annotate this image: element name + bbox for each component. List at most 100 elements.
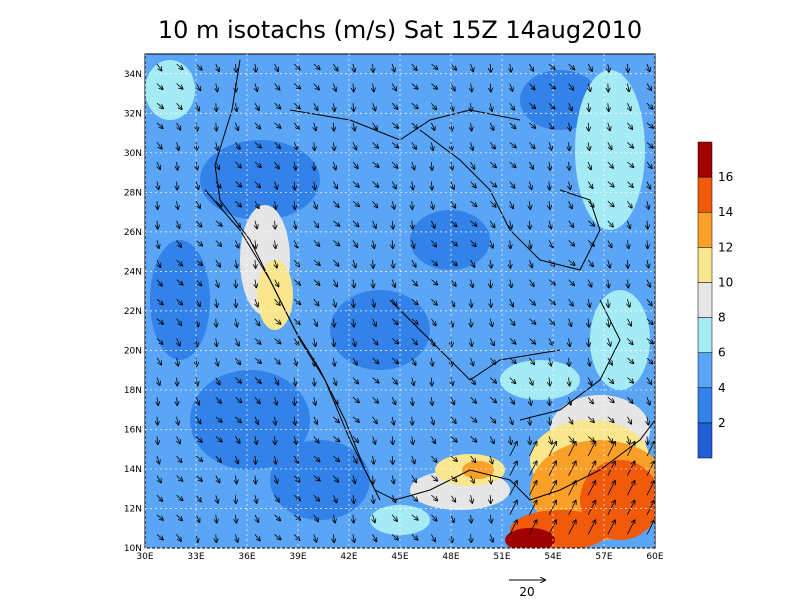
wind-vector (391, 142, 398, 147)
wind-vector (293, 455, 298, 463)
wind-vector (333, 495, 336, 502)
wind-vector (548, 298, 555, 304)
wind-vector (548, 122, 553, 130)
wind-vector (235, 338, 238, 345)
wind-vector (195, 200, 200, 208)
wind-vector (470, 181, 476, 188)
wind-vector (548, 520, 556, 535)
isotach-patch (145, 60, 195, 120)
wind-vector (509, 501, 517, 515)
wind-vector (607, 442, 615, 457)
wind-vector (333, 338, 334, 346)
wind-vector (293, 494, 300, 500)
wind-vector (333, 200, 338, 207)
wind-vector (353, 495, 354, 503)
wind-vector (568, 416, 573, 424)
wind-vector (587, 416, 594, 422)
wind-vector (607, 357, 612, 365)
wind-vector (490, 318, 492, 327)
wind-vector (392, 475, 394, 484)
wind-vector (353, 299, 354, 307)
wind-vector (529, 436, 530, 444)
wind-vector (293, 475, 299, 482)
wind-vector (274, 377, 279, 385)
wind-vector (588, 103, 589, 111)
wind-vector (627, 83, 629, 92)
colorbar-label: 8 (718, 311, 726, 325)
wind-vector (314, 397, 316, 405)
wind-vector (568, 520, 576, 535)
wind-vector (627, 181, 633, 188)
wind-vector (274, 83, 280, 90)
isotach-patch (270, 440, 370, 520)
wind-vector (510, 259, 511, 268)
wind-vector (392, 63, 394, 72)
wind-vector (490, 495, 491, 503)
wind-vector (274, 102, 281, 108)
wind-vector (353, 514, 354, 523)
wind-vector (627, 377, 633, 383)
wind-vector (235, 181, 241, 187)
map-title: 10 m isotachs (m/s) Sat 15Z 14aug2010 (158, 16, 642, 44)
wind-vector (195, 455, 202, 461)
colorbar-label: 6 (718, 346, 726, 360)
wind-vector (391, 534, 398, 539)
wind-vector (431, 455, 436, 462)
wind-vectors (157, 63, 654, 542)
wind-vector (549, 161, 550, 170)
wind-vector (450, 436, 457, 441)
wind-vector (568, 83, 574, 90)
wind-vector (646, 83, 651, 91)
wind-vector (352, 436, 358, 442)
wind-vector (549, 357, 551, 366)
wind-vector (215, 200, 222, 206)
wind-vector (568, 63, 575, 69)
wind-vector (627, 461, 634, 476)
wind-vector (353, 279, 354, 288)
wind-vector (372, 200, 378, 207)
wind-vector (647, 220, 648, 229)
wind-vector (352, 161, 358, 168)
wind-vector (569, 377, 570, 386)
lon-label: 45E (391, 552, 408, 562)
wind-vector (431, 279, 437, 285)
wind-vector (489, 161, 496, 167)
wind-vector (255, 299, 258, 306)
wind-vector (176, 455, 182, 462)
wind-vector (157, 455, 159, 464)
wind-vector (431, 122, 434, 130)
wind-vector (510, 201, 513, 208)
wind-vector (373, 514, 375, 523)
wind-vector (373, 475, 374, 484)
wind-vector (588, 318, 589, 327)
wind-vector (195, 220, 201, 227)
wind-vector (548, 259, 554, 266)
wind-vector (509, 142, 516, 147)
wind-vector (177, 357, 179, 366)
wind-vector (391, 514, 397, 521)
wind-vector (196, 514, 199, 522)
wind-vector (431, 534, 435, 541)
wind-vector (176, 122, 181, 130)
wind-vector (391, 377, 397, 384)
wind-vector (195, 475, 202, 481)
wind-vector (647, 259, 649, 268)
wind-vector (627, 357, 633, 363)
wind-vector (412, 240, 414, 248)
wind-vector (216, 357, 218, 366)
wind-vector (431, 181, 432, 190)
wind-vector (275, 397, 277, 405)
wind-vector (627, 161, 633, 167)
wind-vector (607, 161, 613, 168)
wind-vector (587, 481, 595, 496)
wind-vector (176, 279, 183, 285)
lat-label: 28N (124, 188, 142, 198)
wind-vector (608, 279, 609, 288)
wind-vector (255, 240, 256, 248)
wind-vector (529, 298, 535, 305)
wind-vector (471, 495, 473, 503)
wind-vector (333, 279, 337, 287)
wind-vector (587, 240, 594, 245)
wind-vector (294, 377, 295, 386)
